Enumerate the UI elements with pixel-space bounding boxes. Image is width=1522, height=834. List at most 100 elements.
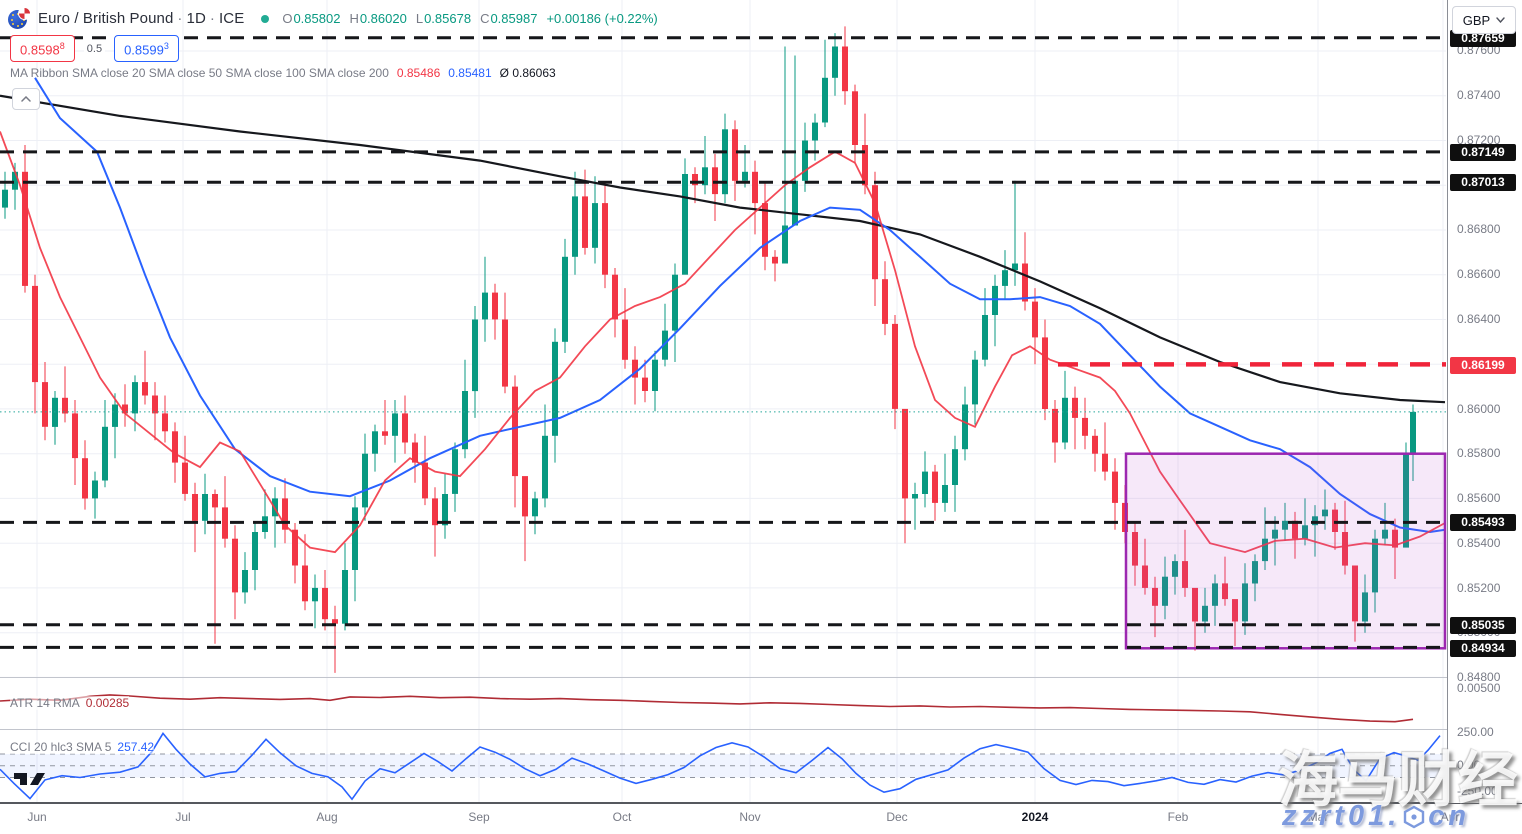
candle-body xyxy=(332,619,338,624)
candle-body xyxy=(892,323,898,409)
candle-body xyxy=(1332,509,1338,532)
ma-ribbon-legend[interactable]: MA Ribbon SMA close 20 SMA close 50 SMA … xyxy=(10,66,556,80)
price-level-label: 0.85035 xyxy=(1450,616,1516,634)
tradingview-logo-icon[interactable] xyxy=(13,769,49,789)
cci-scale-tick: -250.00 xyxy=(1457,784,1498,798)
time-tick-Aug: Aug xyxy=(316,810,338,824)
cci-value: 257.42 xyxy=(117,740,155,754)
candle-body xyxy=(922,471,928,494)
candle-body xyxy=(882,279,888,324)
timeframe[interactable]: 1D xyxy=(186,10,206,27)
candle-body xyxy=(902,408,908,499)
candle-body xyxy=(282,498,288,530)
candle-body xyxy=(832,46,838,78)
candle-body xyxy=(322,587,328,620)
time-tick-Feb: Feb xyxy=(1167,810,1189,824)
buy-button[interactable]: 0.85993 xyxy=(114,35,179,63)
candle-body xyxy=(1302,525,1308,539)
currency-dropdown[interactable]: GBP xyxy=(1452,6,1516,34)
price-level-label: 0.86199 xyxy=(1450,356,1516,374)
candle-body xyxy=(1092,435,1098,454)
candle-body xyxy=(1232,599,1238,622)
candle-body xyxy=(642,377,648,391)
candle-body xyxy=(822,77,828,123)
collapse-legend-button[interactable] xyxy=(12,88,40,110)
time-tick-Sep: Sep xyxy=(468,810,490,824)
sma20-line xyxy=(0,131,1446,554)
time-axis[interactable]: Jun Jul Aug Sep Oct Nov Dec 2024 Feb Mar Apr xyxy=(0,804,1522,834)
candle-body xyxy=(172,431,178,463)
candle-body xyxy=(1342,532,1348,566)
candle-body xyxy=(742,171,748,181)
price-level-label: 0.84934 xyxy=(1450,639,1516,657)
candle-body xyxy=(82,458,88,499)
candle-body xyxy=(582,196,588,248)
candle-body xyxy=(392,413,398,436)
highlight-range-box[interactable] xyxy=(1124,452,1447,650)
candle-body xyxy=(972,359,978,405)
price-axis[interactable]: 0.87600 0.87400 0.87200 0.86800 0.86600 0.864… xyxy=(1447,0,1522,803)
candle-body xyxy=(102,426,108,481)
candle-body xyxy=(412,442,418,463)
candle-body xyxy=(752,171,758,204)
candle-body xyxy=(302,565,308,602)
candle-body xyxy=(222,507,228,539)
price-tick: 0.85400 xyxy=(1457,536,1501,550)
candle-body xyxy=(1182,561,1188,588)
atr-legend[interactable]: ATR 14 RMA 0.00285 xyxy=(10,696,130,710)
candle-body xyxy=(542,435,548,499)
candle-body xyxy=(1052,408,1058,443)
candle-body xyxy=(1222,583,1228,600)
time-tick-Oct: Oct xyxy=(612,810,632,824)
candle-body xyxy=(852,91,858,145)
atr-label: ATR 14 RMA xyxy=(10,696,80,710)
candle-body xyxy=(32,285,38,383)
candle-body xyxy=(492,292,498,320)
candle-body xyxy=(1403,453,1409,548)
symbol-title[interactable]: Euro / British Pound · 1D · ICE xyxy=(38,10,245,27)
candle-body xyxy=(512,386,518,477)
price-tick: 0.85600 xyxy=(1457,491,1501,505)
candle-body xyxy=(862,145,868,186)
candle-body xyxy=(402,413,408,443)
price-tick: 0.86400 xyxy=(1457,312,1501,326)
candle-body xyxy=(562,256,568,342)
candle-body xyxy=(122,404,128,414)
candle-body xyxy=(1022,263,1028,302)
candle-body xyxy=(622,319,628,360)
cci-scale-tick: 0.00 xyxy=(1457,758,1481,772)
candle-body xyxy=(1062,397,1068,443)
price-tick: 0.86000 xyxy=(1457,402,1501,416)
sell-button[interactable]: 0.85988 xyxy=(10,35,75,63)
market-status-icon[interactable] xyxy=(261,14,270,23)
open-value: 0.85802 xyxy=(293,11,341,26)
candle-body xyxy=(422,462,428,499)
price-tick: 0.85200 xyxy=(1457,581,1501,595)
candle-body xyxy=(232,538,238,593)
candle-body xyxy=(292,529,298,566)
candle-body xyxy=(592,203,598,248)
cci-line xyxy=(0,732,1441,801)
candle-body xyxy=(462,391,468,450)
candle-body xyxy=(932,471,938,503)
candle-body xyxy=(912,494,918,499)
candle-body xyxy=(112,404,118,427)
candle-body xyxy=(362,453,368,508)
ma-ribbon-label: MA Ribbon SMA close 20 SMA close 50 SMA … xyxy=(10,66,389,80)
candle-body xyxy=(442,494,448,526)
price-level-label: 0.85493 xyxy=(1450,513,1516,531)
candle-body xyxy=(62,397,68,414)
candle-body xyxy=(1042,337,1048,409)
candle-body xyxy=(1172,561,1178,577)
candle-body xyxy=(182,462,188,494)
candle-body xyxy=(942,485,948,503)
candle-body xyxy=(452,449,458,494)
candle-body xyxy=(352,507,358,570)
cci-scale-tick: 250.00 xyxy=(1457,725,1494,739)
time-tick-2024: 2024 xyxy=(1021,810,1049,824)
candle-body xyxy=(132,382,138,414)
price-tick: 0.87400 xyxy=(1457,88,1501,102)
cci-legend[interactable]: CCI 20 hlc3 SMA 5 257.42 xyxy=(10,740,155,754)
low-value: 0.85678 xyxy=(424,11,472,26)
